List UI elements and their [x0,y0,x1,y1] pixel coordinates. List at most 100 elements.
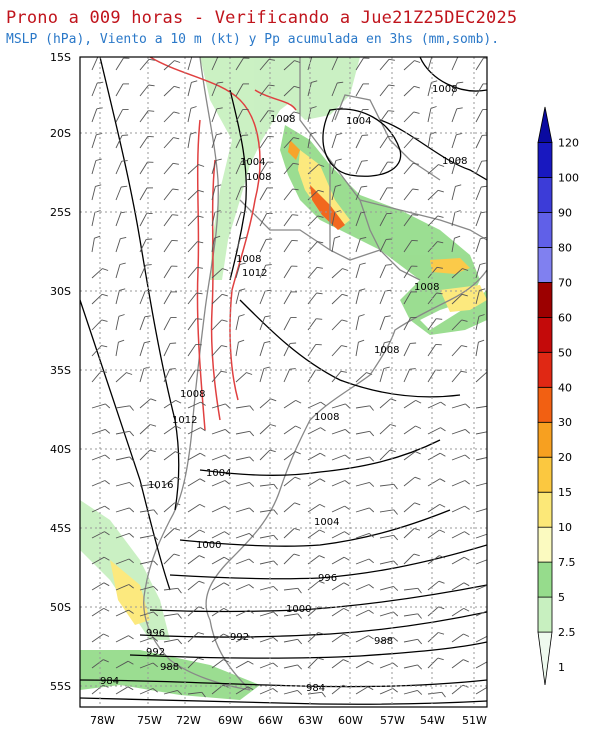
isobar-label: 1004 [240,157,265,168]
wind-barb [427,241,438,253]
wind-barb-flag [104,531,110,536]
wind-barb-flag [463,633,470,637]
wind-barb-flag [478,314,485,317]
chart-subtitle: MSLP (hPa), Viento a 10 m (kt) y Pp acum… [6,32,500,47]
wind-barb [139,534,154,539]
wind-barb-flag [169,368,176,370]
wind-barb-flag [454,235,461,239]
wind-barb-flag [292,162,299,165]
wind-barb [283,188,293,201]
lat-label: 25S [50,206,71,219]
wind-barb-flag [457,81,464,84]
wind-barb-flag [104,505,110,510]
wind-barb-flag [316,266,323,269]
wind-barb [451,684,464,695]
wind-barb [115,109,123,123]
wind-barb-flag [462,268,469,271]
wind-barb-flag [489,533,494,537]
wind-barb [283,476,296,487]
wind-barb [211,659,224,669]
wind-barb-flag [222,268,229,271]
wind-barb [235,507,250,513]
wind-barb-flag [320,427,326,432]
wind-barb-flag [173,137,180,140]
wind-barb [187,529,200,539]
map-frame [79,56,488,708]
wind-barb [475,264,481,279]
wind-barb-flag [217,81,224,84]
wind-barb [187,606,199,617]
wind-barb [379,509,394,513]
wind-barb [283,528,295,539]
wind-barb [115,405,130,409]
wind-barb-flag [297,664,303,670]
wind-barb-flag [224,505,230,510]
lon-label: 72W [176,714,201,727]
wind-barb-flag [463,582,470,587]
wind-barb [91,238,95,253]
wind-barb [235,405,250,409]
wind-barb [379,187,388,201]
wind-barb-flag [224,480,230,485]
wind-barb [307,292,317,305]
wind-barb-flag [464,480,470,485]
wind-barb-flag [367,686,374,691]
wind-barb [379,213,387,227]
wind-barb [235,135,243,149]
wind-barb-flag [388,110,395,112]
wind-barb-flag [104,454,110,460]
wind-barb [259,239,267,253]
wind-barb [211,319,223,331]
wind-barb-flag [369,405,374,411]
wind-barb-flag [173,553,180,557]
wind-barb-flag [197,215,204,218]
wind-barb-flag [392,688,398,693]
wind-barb-flag [341,293,348,297]
wind-barb [451,186,456,201]
wind-barb-flag [312,55,318,56]
wind-barb [403,188,413,201]
wind-barb-flag [172,214,179,216]
wind-barb [211,428,226,435]
wind-barb-flag [361,160,368,162]
wind-barb [259,509,274,513]
lat-label: 30S [50,285,71,298]
wind-barb [235,686,249,695]
wind-barb [475,372,487,383]
wind-barb [355,212,362,227]
wind-barb-flag [215,158,222,161]
wind-barb-flag [413,553,420,557]
wind-barb [235,186,242,201]
wind-barb [115,135,123,149]
wind-barb-flag [340,370,347,373]
wind-barb-flag [295,451,301,455]
lat-label: 15S [50,51,71,64]
wind-barb [259,136,269,149]
wind-barb-flag [463,659,469,663]
wind-barb [475,161,483,175]
colorbar-swatch [537,211,553,248]
wind-barb [187,504,200,513]
wind-barb [451,531,465,539]
lon-label: 69W [218,714,243,727]
wind-barb-flag [414,60,421,63]
wind-barb [331,505,345,513]
lat-label: 35S [50,364,71,377]
wind-barb [91,160,97,175]
wind-barb [451,371,462,383]
wind-barb [475,290,480,305]
wind-barb-flag [224,531,230,536]
wind-barb-flag [143,366,150,369]
wind-barb [259,187,268,201]
wind-barb-flag [248,558,254,564]
wind-barb [451,556,465,565]
wind-barb [379,398,391,409]
wind-barb-flag [393,611,399,617]
wind-barb [115,456,130,461]
wind-barb [355,57,364,71]
wind-barb-flag [247,686,254,691]
wind-barb [403,240,413,253]
wind-barb [283,638,298,643]
wind-barb-flag [417,639,423,645]
wind-barb-flag [249,405,254,411]
